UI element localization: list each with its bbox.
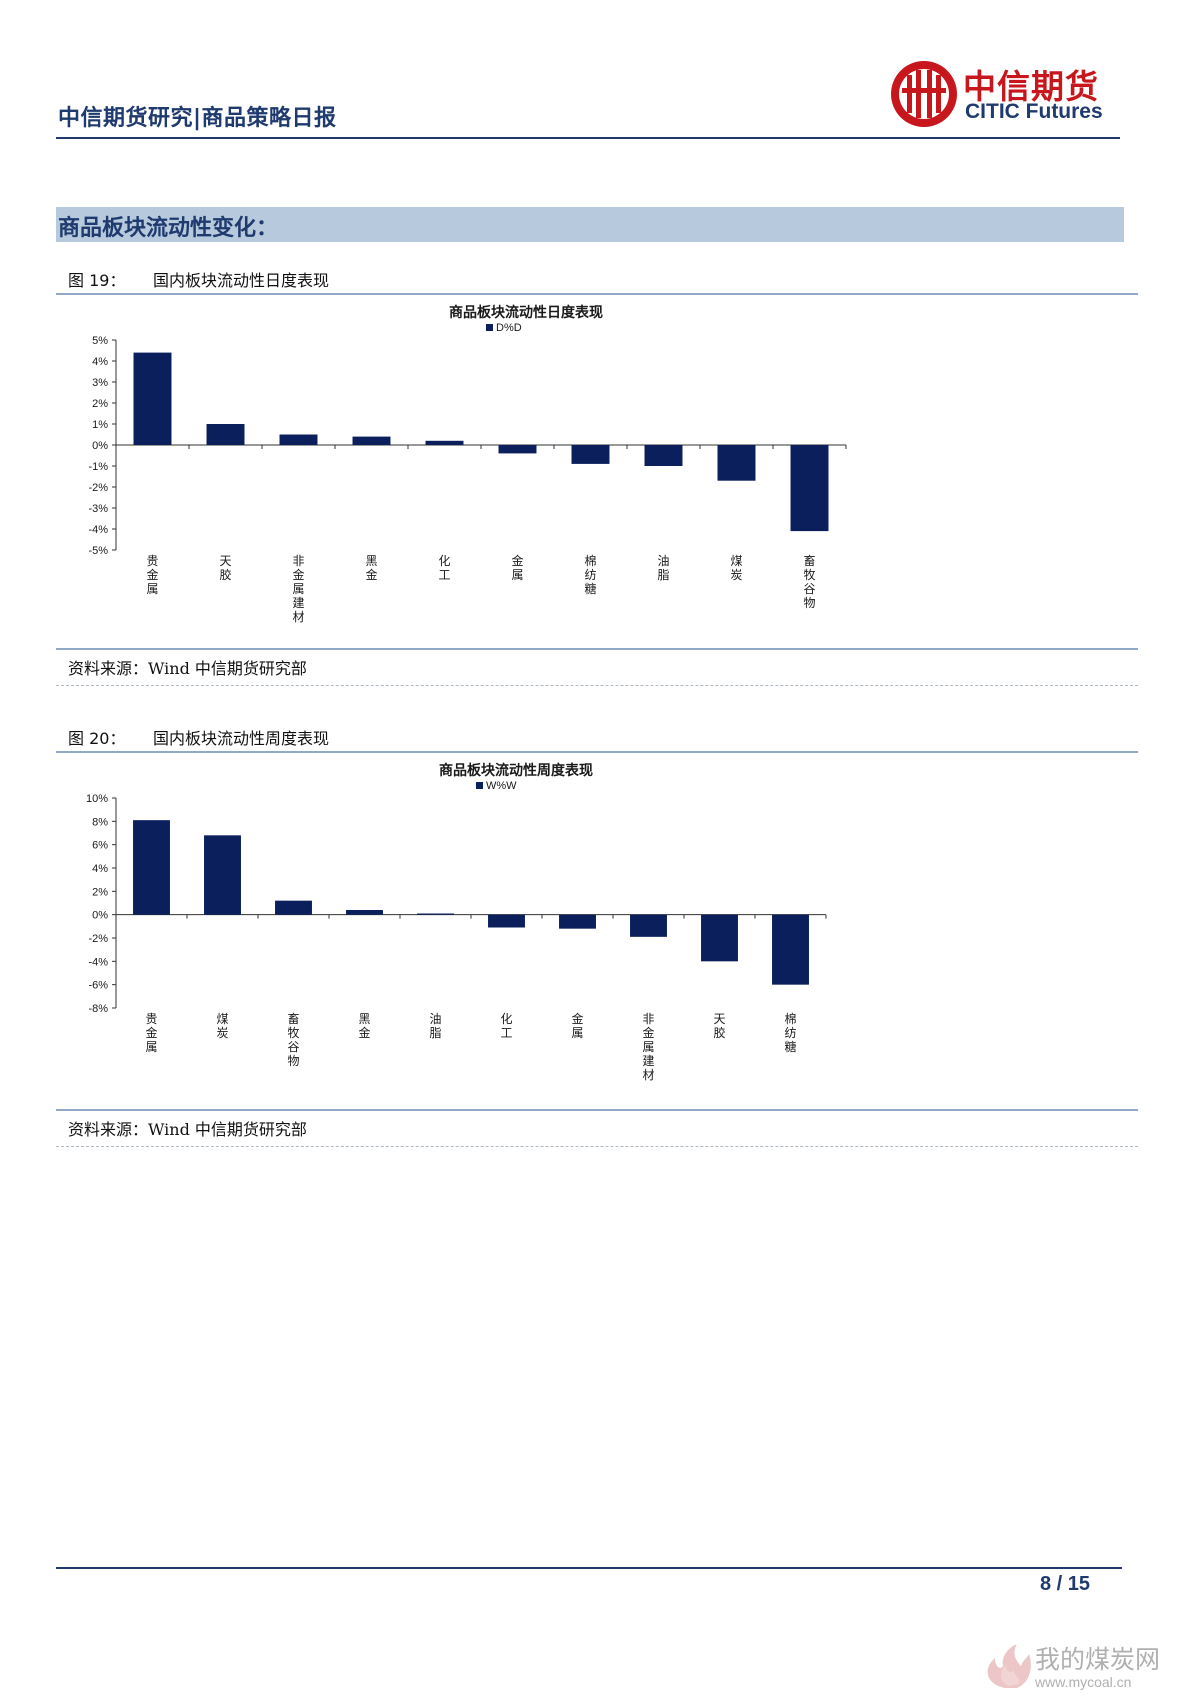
y-tick-label: 0% — [92, 440, 108, 452]
bar — [133, 820, 170, 915]
x-category-label: 非金属建材 — [292, 554, 304, 624]
y-tick-label: -1% — [88, 461, 108, 473]
x-category-label: 黑金 — [358, 1012, 370, 1040]
section-heading-bar — [56, 207, 1124, 242]
y-tick-label: 2% — [92, 886, 108, 898]
logo-text-cn: 中信期货 — [963, 67, 1099, 106]
y-tick-label: 10% — [86, 793, 108, 805]
figure-bottom-rule — [56, 648, 1138, 650]
figure-source: 资料来源：Wind 中信期货研究部 — [68, 659, 307, 678]
y-tick-label: -2% — [88, 933, 108, 945]
x-category-label: 煤炭 — [216, 1012, 228, 1040]
watermark-url: www.mycoal.cn — [1035, 1674, 1132, 1690]
y-tick-label: -4% — [88, 956, 108, 968]
bar — [204, 835, 241, 915]
x-category-label: 金属 — [511, 553, 523, 582]
citic-logo-icon — [891, 61, 957, 127]
footer-divider — [56, 1567, 1122, 1569]
x-category-label: 棉纺糖 — [584, 554, 596, 596]
y-tick-label: 5% — [92, 335, 108, 347]
bar — [498, 445, 537, 454]
bar — [644, 445, 683, 466]
y-tick-label: -4% — [88, 524, 108, 536]
bar — [206, 424, 245, 445]
chart-title: 商品板块流动性日度表现 — [449, 304, 603, 321]
y-tick-label: 3% — [92, 377, 108, 389]
chart-title: 商品板块流动性周度表现 — [439, 762, 593, 779]
figure-source: 资料来源：Wind 中信期货研究部 — [68, 1120, 307, 1139]
y-tick-label: -5% — [88, 545, 108, 557]
x-category-label: 天胶 — [219, 554, 231, 582]
bar — [425, 440, 464, 445]
y-tick-label: -6% — [88, 980, 108, 992]
y-tick-label: 2% — [92, 398, 108, 410]
figure-dashed-rule — [56, 1146, 1138, 1147]
legend-swatch — [486, 324, 493, 331]
bar — [559, 914, 596, 929]
y-tick-label: 6% — [92, 840, 108, 852]
y-tick-label: -2% — [88, 482, 108, 494]
x-category-label: 畜牧谷物 — [803, 553, 815, 610]
legend-label: D%D — [496, 322, 522, 334]
bar — [279, 434, 318, 445]
bar — [630, 914, 667, 937]
x-category-label: 贵金属 — [146, 554, 158, 596]
x-category-label: 棉纺糖 — [784, 1012, 796, 1054]
figure-dashed-rule — [56, 685, 1138, 686]
x-category-label: 金属 — [571, 1011, 583, 1040]
x-category-label: 畜牧谷物 — [287, 1011, 299, 1068]
figure-caption: 国内板块流动性日度表现 — [153, 271, 330, 290]
report-header-title: 中信期货研究|商品策略日报 — [58, 106, 337, 131]
bar — [352, 436, 391, 445]
x-category-label: 天胶 — [713, 1012, 725, 1040]
x-category-label: 化工 — [438, 554, 450, 582]
x-category-label: 油脂 — [429, 1012, 441, 1040]
x-category-label: 非金属建材 — [642, 1012, 654, 1082]
y-tick-label: -8% — [88, 1003, 108, 1015]
watermark-text: 我的煤炭网 — [1035, 1645, 1161, 1674]
figure-caption: 国内板块流动性周度表现 — [153, 729, 330, 748]
x-category-label: 油脂 — [657, 554, 669, 582]
bar — [133, 352, 172, 445]
bar — [717, 445, 756, 481]
section-heading: 商品板块流动性变化： — [58, 216, 279, 241]
y-tick-label: 0% — [92, 910, 108, 922]
figure-number: 图 19： — [68, 271, 126, 290]
bar — [790, 445, 829, 532]
bar — [701, 914, 738, 962]
header-divider — [56, 137, 1120, 139]
x-category-label: 化工 — [500, 1012, 512, 1040]
bar — [488, 914, 525, 928]
bar — [571, 445, 610, 464]
bar — [346, 910, 383, 915]
x-category-label: 贵金属 — [145, 1012, 157, 1054]
page-number: 8 / 15 — [1040, 1573, 1091, 1595]
legend-swatch — [476, 782, 483, 789]
figure-number: 图 20： — [68, 729, 126, 748]
bar — [417, 913, 454, 915]
y-tick-label: 8% — [92, 816, 108, 828]
y-tick-label: 4% — [92, 356, 108, 368]
figure-top-rule — [56, 293, 1138, 295]
y-tick-label: 1% — [92, 419, 108, 431]
logo-text-en: CITIC Futures — [965, 100, 1103, 123]
y-tick-label: 4% — [92, 863, 108, 875]
figure-top-rule — [56, 751, 1138, 753]
flame-watermark-icon — [987, 1644, 1031, 1688]
bar — [772, 914, 809, 985]
x-category-label: 黑金 — [365, 554, 377, 582]
x-category-label: 煤炭 — [730, 554, 742, 582]
figure-bottom-rule — [56, 1109, 1138, 1111]
legend-label: W%W — [486, 780, 517, 792]
bar — [275, 900, 312, 915]
y-tick-label: -3% — [88, 503, 108, 515]
